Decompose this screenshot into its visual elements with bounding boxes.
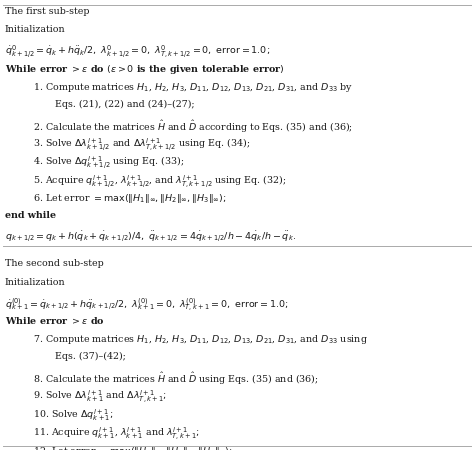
Text: end while: end while xyxy=(5,211,56,220)
Text: Initialization: Initialization xyxy=(5,278,65,287)
Text: While error $> \varepsilon$ do $(\varepsilon > 0$ is the given tolerable error$): While error $> \varepsilon$ do $(\vareps… xyxy=(5,63,284,76)
Text: The first sub-step: The first sub-step xyxy=(5,7,90,16)
Text: $\dot{q}^{(0)}_{k+1} = \dot{q}_{k+1/2} + h\ddot{q}_{k+1/2}/2,\ \lambda^{(0)}_{k+: $\dot{q}^{(0)}_{k+1} = \dot{q}_{k+1/2} +… xyxy=(5,297,289,314)
Text: The second sub-step: The second sub-step xyxy=(5,260,104,269)
Text: 9. Solve $\Delta\lambda^{l+1}_{k+1}$ and $\Delta\lambda^{l+1}_{T,k+1};$: 9. Solve $\Delta\lambda^{l+1}_{k+1}$ and… xyxy=(33,389,167,405)
Text: 5. Acquire $q^{l+1}_{k+1/2}$, $\lambda^{l+1}_{k+1/2}$, and $\lambda^{l+1}_{T,k+1: 5. Acquire $q^{l+1}_{k+1/2}$, $\lambda^{… xyxy=(33,174,286,190)
Text: 7. Compute matrices $H_1$, $H_2$, $H_3$, $D_{11}$, $D_{12}$, $D_{13}$, $D_{21}$,: 7. Compute matrices $H_1$, $H_2$, $H_3$,… xyxy=(33,333,368,346)
Text: While error $> \varepsilon$ do: While error $> \varepsilon$ do xyxy=(5,315,105,326)
Text: Eqs. (37)–(42);: Eqs. (37)–(42); xyxy=(55,352,126,361)
Text: 3. Solve $\Delta\lambda^{l+1}_{k+1/2}$ and $\Delta\lambda^{l+1}_{T,k+1/2}$ using: 3. Solve $\Delta\lambda^{l+1}_{k+1/2}$ a… xyxy=(33,136,250,153)
Text: Initialization: Initialization xyxy=(5,26,65,35)
Text: 11. Acquire $q^{l+1}_{k+1}$, $\lambda^{l+1}_{k+1}$ and $\lambda^{l+1}_{T,k+1};$: 11. Acquire $q^{l+1}_{k+1}$, $\lambda^{l… xyxy=(33,426,200,442)
Text: 8. Calculate the matrices $\hat{H}$ and $\hat{D}$ using Eqs. (35) and (36);: 8. Calculate the matrices $\hat{H}$ and … xyxy=(33,370,319,387)
Text: $q_{k+1/2} = q_k + h(\dot{q}_k + \dot{q}_{k+1/2})/4,\ \ddot{q}_{k+1/2} = 4\dot{q: $q_{k+1/2} = q_k + h(\dot{q}_k + \dot{q}… xyxy=(5,229,296,244)
Text: 2. Calculate the matrices $\hat{H}$ and $\hat{D}$ according to Eqs. (35) and (36: 2. Calculate the matrices $\hat{H}$ and … xyxy=(33,118,353,135)
Text: 4. Solve $\Delta q^{l+1}_{k+1/2}$ using Eq. (33);: 4. Solve $\Delta q^{l+1}_{k+1/2}$ using … xyxy=(33,155,184,171)
Text: 10. Solve $\Delta q^{l+1}_{k+1};$: 10. Solve $\Delta q^{l+1}_{k+1};$ xyxy=(33,408,114,423)
Text: 12. Let error $= \max(\| H_1 \|_\infty, \| H_2 \|_\infty, \| H_3 \|_\infty);$: 12. Let error $= \max(\| H_1 \|_\infty, … xyxy=(33,445,233,450)
Text: Eqs. (21), (22) and (24)–(27);: Eqs. (21), (22) and (24)–(27); xyxy=(55,99,195,108)
Text: $\dot{q}^{0}_{k+1/2} = \dot{q}_k + h\ddot{q}_k/2,\ \lambda^{0}_{k+1/2} = 0,\ \la: $\dot{q}^{0}_{k+1/2} = \dot{q}_k + h\ddo… xyxy=(5,44,270,60)
Text: 6. Let error $= \max(\| H_1 \|_\infty, \| H_2 \|_\infty, \| H_3 \|_\infty);$: 6. Let error $= \max(\| H_1 \|_\infty, \… xyxy=(33,192,227,205)
Text: 1. Compute matrices $H_1$, $H_2$, $H_3$, $D_{11}$, $D_{12}$, $D_{13}$, $D_{21}$,: 1. Compute matrices $H_1$, $H_2$, $H_3$,… xyxy=(33,81,353,94)
